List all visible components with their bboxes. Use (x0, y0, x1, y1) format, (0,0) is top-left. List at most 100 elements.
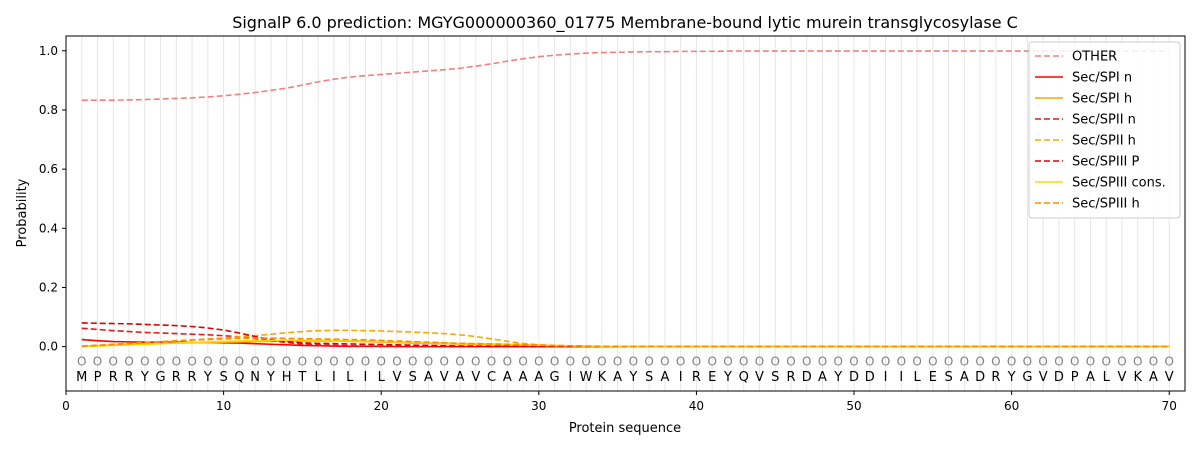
residue-label: I (568, 370, 572, 385)
residue-label: C (487, 370, 496, 385)
residue-label: I (679, 370, 683, 385)
region-label: O (172, 354, 181, 368)
residue-label: T (297, 370, 306, 385)
residue-label: R (172, 370, 181, 385)
region-label: O (786, 354, 795, 368)
region-label: O (707, 354, 716, 368)
residue-label: G (550, 370, 560, 385)
region-label: O (534, 354, 543, 368)
region-label: O (1054, 354, 1063, 368)
residue-label: D (1054, 370, 1064, 385)
region-label: O (802, 354, 811, 368)
region-label: O (676, 354, 685, 368)
residue-label: D (849, 370, 859, 385)
region-label: O (1007, 354, 1016, 368)
residue-label: Y (266, 370, 275, 385)
region-label: O (991, 354, 1000, 368)
x-tick-label: 0 (62, 399, 70, 413)
residue-label: H (282, 370, 292, 385)
region-label: O (345, 354, 354, 368)
region-label: O (834, 354, 843, 368)
y-tick-label: 0.4 (39, 221, 58, 235)
region-label: O (692, 354, 701, 368)
region-label: O (739, 354, 748, 368)
region-label: O (881, 354, 890, 368)
region-label: O (187, 354, 196, 368)
region-label: O (424, 354, 433, 368)
residue-label: L (913, 370, 921, 385)
x-axis-label: Protein sequence (569, 421, 681, 436)
region-label: O (644, 354, 653, 368)
residue-label: Q (739, 370, 749, 385)
region-label: O (93, 354, 102, 368)
residue-label: S (944, 370, 952, 385)
region-label: O (944, 354, 953, 368)
residue-label: L (315, 370, 323, 385)
residue-label: M (76, 370, 87, 385)
residue-label: E (708, 370, 716, 385)
y-tick-label: 0.8 (39, 103, 58, 117)
region-label: O (1038, 354, 1047, 368)
residue-label: V (1165, 370, 1174, 385)
region-label: O (235, 354, 244, 368)
residue-label: I (364, 370, 368, 385)
region-label: O (282, 354, 291, 368)
residue-label: A (1086, 370, 1095, 385)
region-label: O (298, 354, 307, 368)
region-label: O (849, 354, 858, 368)
residue-label: A (1149, 370, 1158, 385)
residue-label: R (991, 370, 1000, 385)
region-label: O (518, 354, 527, 368)
residue-label: A (960, 370, 969, 385)
residue-label: R (125, 370, 134, 385)
region-label: O (140, 354, 149, 368)
residue-label: S (409, 370, 417, 385)
legend: OTHER Sec/SPI n Sec/SPI h Sec/SPII n Sec/SPI… (1028, 41, 1181, 219)
series-line-7 (81, 337, 1170, 348)
residue-label: D (975, 370, 985, 385)
x-tick-label: 30 (531, 399, 546, 413)
y-tick-label: 0.6 (39, 162, 58, 176)
legend-label: Sec/SPII h (1072, 134, 1136, 149)
residue-label: L (346, 370, 354, 385)
residue-label: Y (203, 370, 212, 385)
x-tick-label: 50 (846, 399, 861, 413)
region-label: O (455, 354, 464, 368)
y-tick-label: 1.0 (39, 44, 58, 58)
region-label: O (250, 354, 259, 368)
residue-label: R (188, 370, 197, 385)
residue-label: S (645, 370, 653, 385)
residue-label: V (393, 370, 402, 385)
region-label: O (818, 354, 827, 368)
residue-label: L (378, 370, 386, 385)
region-label: O (865, 354, 874, 368)
legend-label: Sec/SPI h (1072, 92, 1132, 107)
region-label: O (156, 354, 165, 368)
residue-label: I (332, 370, 336, 385)
region-label: O (975, 354, 984, 368)
region-label: O (723, 354, 732, 368)
region-label: O (471, 354, 480, 368)
series-layer (81, 50, 1170, 348)
residue-label: A (503, 370, 512, 385)
residue-label: V (755, 370, 764, 385)
grid-layer (81, 36, 1170, 391)
residue-label: V (440, 370, 449, 385)
residue-label: A (519, 370, 528, 385)
residue-label: I (899, 370, 903, 385)
residue-label: D (865, 370, 875, 385)
residue-label: P (1071, 370, 1079, 385)
legend-label: Sec/SPIII cons. (1072, 176, 1166, 191)
region-label: O (1101, 354, 1110, 368)
residue-label: W (580, 370, 593, 385)
residue-label: K (1133, 370, 1142, 385)
residue-label: Y (833, 370, 842, 385)
region-label: O (77, 354, 86, 368)
region-label: O (109, 354, 118, 368)
chart-title: SignalP 6.0 prediction: MGYG000000360_01… (232, 13, 1018, 33)
residue-label: G (156, 370, 166, 385)
residue-label: G (1022, 370, 1032, 385)
region-label: O (1165, 354, 1174, 368)
x-tick-label: 10 (216, 399, 231, 413)
